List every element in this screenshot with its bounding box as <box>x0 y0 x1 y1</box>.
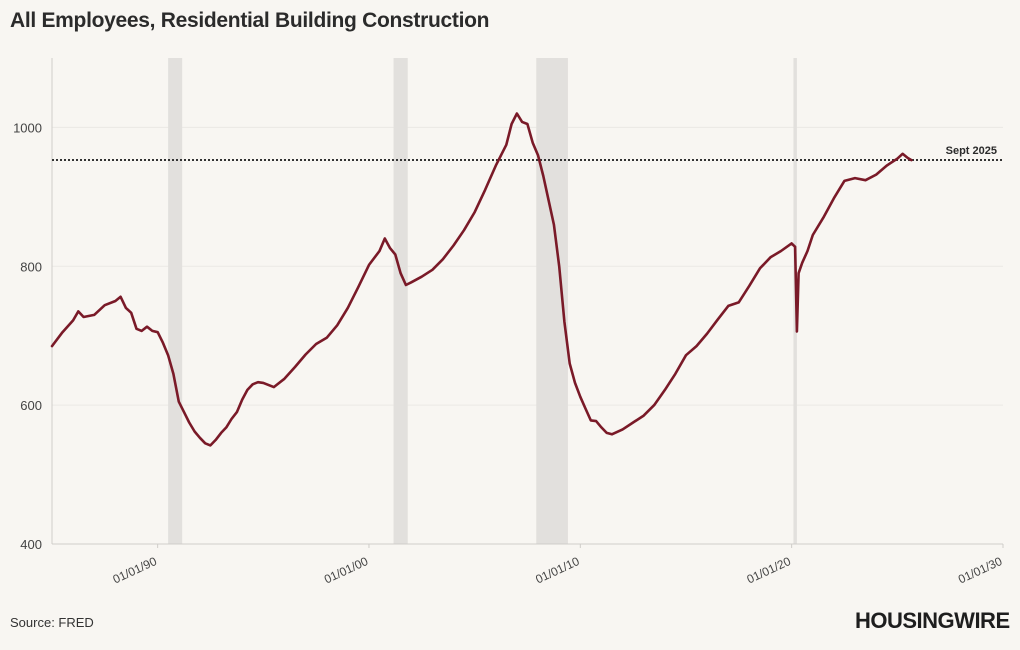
recession-band <box>393 58 408 544</box>
x-tick-label: 01/01/30 <box>956 554 1005 587</box>
recession-bands <box>168 58 797 544</box>
source-note: Source: FRED <box>10 615 94 630</box>
chart-title: All Employees, Residential Building Cons… <box>10 9 490 32</box>
y-tick-label: 800 <box>20 259 42 274</box>
recession-band <box>168 58 183 544</box>
reference-line-group: Sept 2025 <box>52 145 1003 162</box>
brand-logo: HOUSINGWIRE <box>855 608 1010 633</box>
x-tick-label: 01/01/10 <box>533 554 582 587</box>
x-tick-label: 01/01/90 <box>111 554 160 587</box>
series-line <box>50 112 913 447</box>
y-tick-label: 600 <box>20 398 42 413</box>
x-tick-label: 01/01/20 <box>745 554 794 587</box>
y-tick-label: 400 <box>20 537 42 552</box>
gridlines <box>52 126 1003 545</box>
x-tick-label: 01/01/00 <box>322 554 371 587</box>
series-group <box>50 112 913 447</box>
y-tick-label: 1000 <box>13 120 42 135</box>
reference-line-label: Sept 2025 <box>946 145 997 157</box>
